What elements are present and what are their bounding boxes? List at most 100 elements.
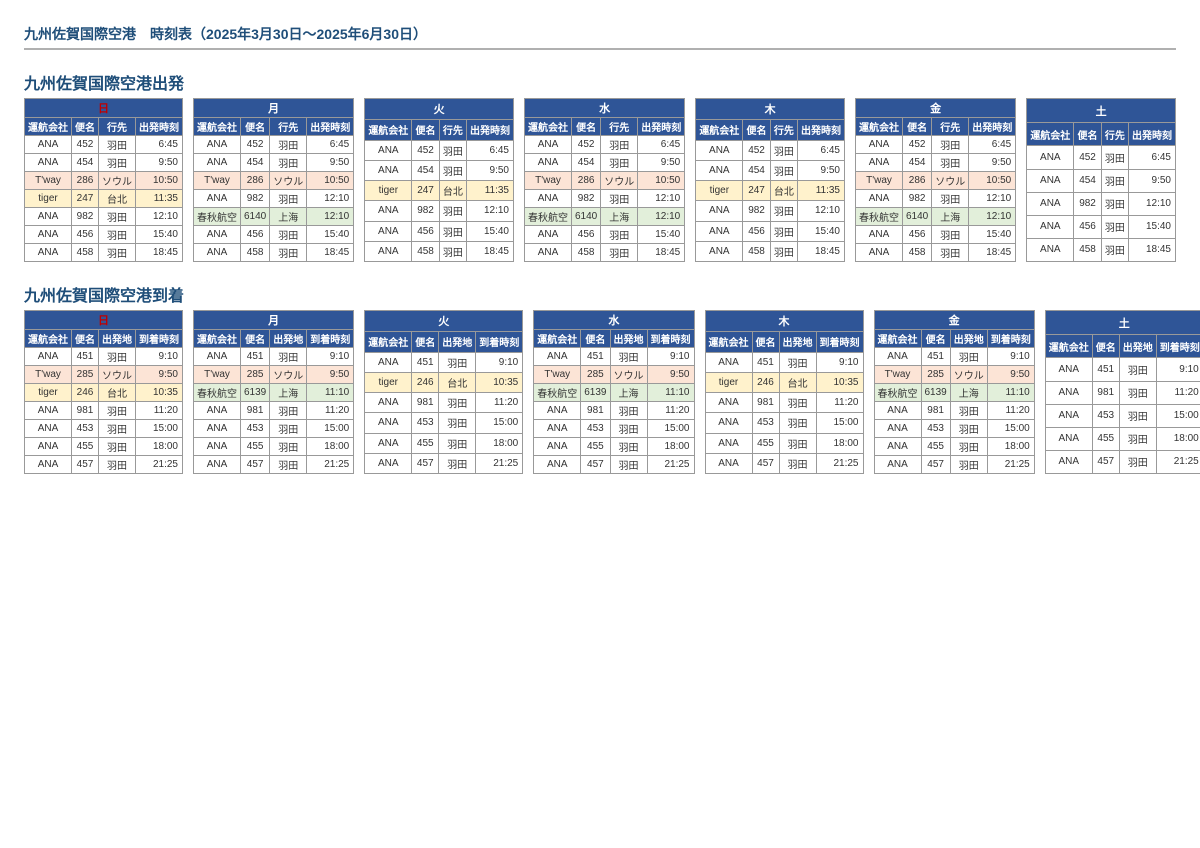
cell-airline: ANA	[534, 348, 581, 366]
cell-flight: 455	[412, 433, 439, 453]
cell-time: 9:50	[647, 366, 694, 384]
table-row: ANA981羽田11:20	[365, 393, 523, 413]
day-table: 月運航会社便名行先出発時刻ANA452羽田6:45ANA454羽田9:50T'w…	[193, 98, 354, 262]
table-row: ANA452羽田6:45	[194, 136, 354, 154]
cell-dest: ソウル	[270, 172, 307, 190]
cell-flight: 286	[572, 172, 601, 190]
cell-dest: 羽田	[439, 241, 466, 261]
cell-dest: 羽田	[439, 160, 466, 180]
cell-airline: ANA	[696, 140, 743, 160]
day-table: 日運航会社便名出発地到着時刻ANA451羽田9:10T'way285ソウル9:5…	[24, 310, 183, 474]
table-row: ANA455羽田18:00	[365, 433, 523, 453]
cell-flight: 6139	[921, 384, 950, 402]
cell-dest: 台北	[779, 372, 816, 392]
cell-airline: tiger	[696, 181, 743, 201]
table-row: ANA981羽田11:20	[1045, 381, 1200, 404]
table-row: tiger247台北11:35	[25, 190, 183, 208]
cell-flight: 456	[1074, 215, 1101, 238]
cell-dest: 羽田	[950, 420, 987, 438]
cell-airline: ANA	[1045, 450, 1092, 473]
day-table: 水運航会社便名出発地到着時刻ANA451羽田9:10T'way285ソウル9:5…	[533, 310, 694, 474]
table-row: ANA453羽田15:00	[874, 420, 1034, 438]
day-table: 土運航会社便名出発地到着時刻ANA451羽田9:10ANA981羽田11:20A…	[1045, 310, 1200, 474]
cell-airline: ANA	[25, 456, 72, 474]
day-table: 日運航会社便名行先出発時刻ANA452羽田6:45ANA454羽田9:50T'w…	[24, 98, 183, 262]
tables-row: 日運航会社便名行先出発時刻ANA452羽田6:45ANA454羽田9:50T'w…	[24, 98, 1176, 262]
cell-flight: 6139	[241, 384, 270, 402]
column-header: 出発時刻	[136, 118, 183, 136]
cell-airline: ANA	[705, 352, 752, 372]
cell-dest: 羽田	[1119, 427, 1156, 450]
cell-dest: 上海	[950, 384, 987, 402]
day-header: 火	[365, 99, 514, 120]
cell-time: 15:00	[476, 413, 523, 433]
table-row: ANA451羽田9:10	[194, 348, 354, 366]
cell-flight: 456	[743, 221, 770, 241]
cell-dest: 羽田	[610, 420, 647, 438]
cell-dest: 羽田	[99, 244, 136, 262]
cell-dest: 羽田	[439, 221, 466, 241]
table-row: ANA457羽田21:25	[25, 456, 183, 474]
cell-time: 12:10	[969, 190, 1016, 208]
cell-dest: 羽田	[950, 456, 987, 474]
cell-flight: 6139	[581, 384, 610, 402]
table-row: ANA982羽田12:10	[194, 190, 354, 208]
cell-time: 11:10	[987, 384, 1034, 402]
column-header: 出発時刻	[467, 120, 514, 140]
cell-airline: ANA	[365, 413, 412, 433]
day-table: 木運航会社便名行先出発時刻ANA452羽田6:45ANA454羽田9:50tig…	[695, 98, 845, 262]
table-row: ANA458羽田18:45	[365, 241, 514, 261]
table-row: ANA452羽田6:45	[25, 136, 183, 154]
cell-time: 12:10	[798, 201, 845, 221]
table-row: ANA982羽田12:10	[856, 190, 1016, 208]
table-row: tiger247台北11:35	[365, 181, 514, 201]
cell-flight: 451	[921, 348, 950, 366]
cell-time: 6:45	[798, 140, 845, 160]
table-row: 春秋航空6139上海11:10	[874, 384, 1034, 402]
cell-time: 15:40	[307, 226, 354, 244]
cell-dest: 羽田	[1119, 381, 1156, 404]
cell-airline: ANA	[1027, 192, 1074, 215]
cell-flight: 454	[903, 154, 932, 172]
sections-container: 九州佐賀国際空港出発日運航会社便名行先出発時刻ANA452羽田6:45ANA45…	[24, 70, 1176, 474]
section-title: 九州佐賀国際空港出発	[24, 70, 1176, 94]
table-row: 春秋航空6140上海12:10	[856, 208, 1016, 226]
cell-dest: 羽田	[932, 136, 969, 154]
cell-time: 18:00	[816, 433, 863, 453]
day-table: 金運航会社便名出発地到着時刻ANA451羽田9:10T'way285ソウル9:5…	[874, 310, 1035, 474]
column-header: 行先	[932, 118, 969, 136]
cell-dest: 上海	[601, 208, 638, 226]
column-header: 便名	[241, 118, 270, 136]
cell-dest: 羽田	[1101, 238, 1128, 261]
cell-flight: 451	[72, 348, 99, 366]
day-table: 金運航会社便名行先出発時刻ANA452羽田6:45ANA454羽田9:50T'w…	[855, 98, 1016, 262]
cell-flight: 451	[752, 352, 779, 372]
cell-airline: 春秋航空	[534, 384, 581, 402]
cell-time: 6:45	[1129, 146, 1176, 169]
cell-time: 9:10	[816, 352, 863, 372]
cell-airline: tiger	[25, 384, 72, 402]
table-row: ANA456羽田15:40	[856, 226, 1016, 244]
column-header: 運航会社	[696, 120, 743, 140]
cell-airline: ANA	[525, 136, 572, 154]
cell-time: 11:20	[136, 402, 183, 420]
table-row: ANA454羽田9:50	[856, 154, 1016, 172]
cell-flight: 455	[1092, 427, 1119, 450]
cell-airline: 春秋航空	[856, 208, 903, 226]
cell-dest: 台北	[770, 181, 797, 201]
cell-airline: T'way	[534, 366, 581, 384]
cell-dest: 羽田	[610, 438, 647, 456]
cell-dest: 羽田	[99, 402, 136, 420]
column-header: 行先	[770, 120, 797, 140]
day-header: 月	[194, 99, 354, 118]
column-header: 運航会社	[365, 120, 412, 140]
cell-dest: 羽田	[950, 348, 987, 366]
table-row: T'way286ソウル10:50	[525, 172, 685, 190]
table-row: ANA455羽田18:00	[194, 438, 354, 456]
cell-dest: 羽田	[270, 456, 307, 474]
cell-dest: 台北	[99, 190, 136, 208]
cell-dest: 上海	[932, 208, 969, 226]
column-header: 便名	[412, 120, 439, 140]
cell-time: 9:50	[136, 366, 183, 384]
table-row: T'way286ソウル10:50	[194, 172, 354, 190]
